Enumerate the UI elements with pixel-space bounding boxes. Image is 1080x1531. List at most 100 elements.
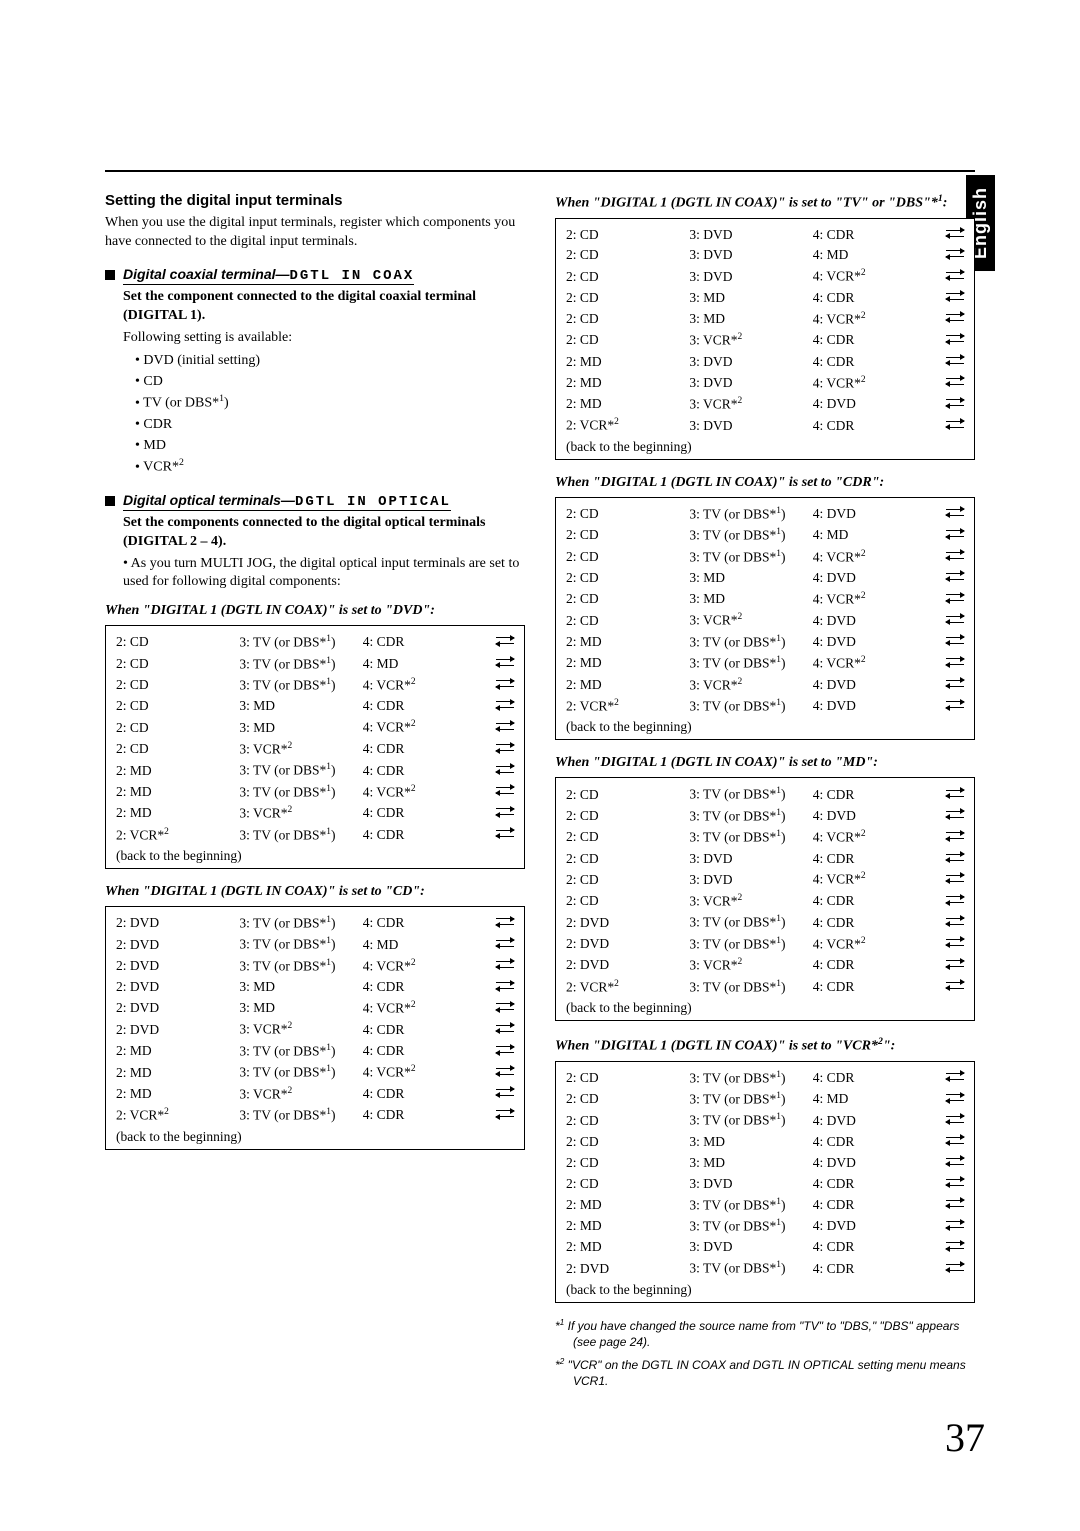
- cycle-arrow-icon: [946, 571, 964, 582]
- table-cell: 2: VCR*2: [566, 977, 689, 998]
- footnote-1: *1 If you have changed the source name f…: [555, 1317, 975, 1350]
- table-row: 2: DVD3: TV (or DBS*1)4: CDR: [116, 913, 514, 934]
- table-cell: 2: CD: [116, 739, 239, 760]
- table-cell: 4: VCR*2: [363, 1062, 486, 1083]
- table-cell: 4: DVD: [813, 675, 936, 696]
- table-cell: 2: CD: [566, 806, 689, 827]
- cycle-arrow-icon: [946, 1219, 964, 1230]
- table-cell: 2: MD: [566, 394, 689, 415]
- table-row: 2: CD3: TV (or DBS*1)4: DVD: [566, 504, 964, 525]
- cycle-arrow-icon: [946, 333, 964, 344]
- table-cell: 3: VCR*2: [689, 891, 812, 912]
- table-cell: 2: DVD: [116, 956, 239, 977]
- table-cell: 4: CDR: [813, 1259, 936, 1280]
- table-cell: 3: DVD: [689, 849, 812, 870]
- table-cell: 3: TV (or DBS*1): [689, 934, 812, 955]
- table-cell: 2: CD: [566, 849, 689, 870]
- table-row: 2: VCR*23: TV (or DBS*1)4: CDR: [116, 1105, 514, 1126]
- table-row: 2: MD3: DVD4: CDR: [566, 352, 964, 373]
- table-row: 2: DVD3: MD4: VCR*2: [116, 998, 514, 1019]
- table-cell: 4: DVD: [813, 632, 936, 653]
- table-cell: 3: VCR*2: [239, 739, 362, 760]
- table-cell: 2: DVD: [116, 935, 239, 956]
- table-cell: 4: CDR: [363, 1105, 486, 1126]
- table-cell: 2: MD: [116, 1063, 239, 1084]
- table-cell: 3: TV (or DBS*1): [689, 977, 812, 998]
- table-cell: 3: TV (or DBS*1): [689, 696, 812, 717]
- table-cell: 4: CDR: [813, 352, 936, 373]
- table-md: 2: CD3: TV (or DBS*1)4: CDR2: CD3: TV (o…: [555, 777, 975, 1021]
- table-tv-caption: When "DIGITAL 1 (DGTL IN COAX)" is set t…: [555, 192, 975, 214]
- table-cell: 3: TV (or DBS*1): [689, 784, 812, 805]
- table-cell: 2: CD: [566, 330, 689, 351]
- cycle-arrow-icon: [946, 614, 964, 625]
- table-cell: 3: TV (or DBS*1): [689, 806, 812, 827]
- table-cell: 3: MD: [239, 977, 362, 998]
- table-cell: 3: VCR*2: [689, 675, 812, 696]
- table-row: 2: CD3: DVD4: CDR: [566, 849, 964, 870]
- table-cell: 2: CD: [566, 525, 689, 546]
- intro-text: When you use the digital input terminals…: [105, 214, 525, 252]
- table-cell: 4: MD: [813, 245, 936, 266]
- bullet-item: TV (or DBS*1): [135, 392, 525, 414]
- cycle-arrow-icon: [946, 507, 964, 518]
- table-row: 2: VCR*23: TV (or DBS*1)4: DVD: [566, 696, 964, 717]
- cycle-arrow-icon: [496, 1066, 514, 1077]
- table-cell: 2: MD: [566, 632, 689, 653]
- section-title: Setting the digital input terminals: [105, 192, 525, 209]
- table-cell: 3: TV (or DBS*1): [239, 760, 362, 781]
- cycle-arrow-icon: [946, 635, 964, 646]
- table-row: 2: CD3: MD4: CDR: [566, 1132, 964, 1153]
- cycle-arrow-icon: [946, 592, 964, 603]
- cycle-arrow-icon: [946, 1198, 964, 1209]
- table-row: 2: CD3: VCR*24: CDR: [566, 891, 964, 912]
- cycle-arrow-icon: [946, 419, 964, 430]
- table-cell: 4: MD: [813, 525, 936, 546]
- table-cell: 2: CD: [566, 1174, 689, 1195]
- table-row: 2: MD3: TV (or DBS*1)4: CDR: [566, 1195, 964, 1216]
- table-cell: 4: CDR: [813, 225, 936, 246]
- cycle-arrow-icon: [946, 397, 964, 408]
- cycle-arrow-icon: [496, 678, 514, 689]
- table-back-note: (back to the beginning): [566, 1280, 964, 1298]
- table-cell: 4: CDR: [363, 1041, 486, 1062]
- table-cell: 2: CD: [566, 568, 689, 589]
- table-cell: 3: MD: [689, 1132, 812, 1153]
- table-cell: 4: CDR: [363, 632, 486, 653]
- table-cell: 4: CDR: [363, 739, 486, 760]
- cycle-arrow-icon: [496, 699, 514, 710]
- table-cell: 2: CD: [566, 267, 689, 288]
- table-cell: 4: DVD: [813, 1216, 936, 1237]
- table-cell: 3: TV (or DBS*1): [689, 912, 812, 933]
- table-cell: 3: MD: [689, 1153, 812, 1174]
- table-cell: 3: VCR*2: [239, 1019, 362, 1040]
- cycle-arrow-icon: [496, 938, 514, 949]
- table-row: 2: CD3: MD4: DVD: [566, 568, 964, 589]
- cycle-arrow-icon: [946, 980, 964, 991]
- cycle-arrow-icon: [946, 873, 964, 884]
- table-cell: 3: TV (or DBS*1): [239, 1041, 362, 1062]
- cycle-arrow-icon: [496, 916, 514, 927]
- table-cell: 3: TV (or DBS*1): [239, 913, 362, 934]
- table-cell: 3: TV (or DBS*1): [689, 1195, 812, 1216]
- table-cell: 2: CD: [566, 504, 689, 525]
- table-cell: 4: DVD: [813, 696, 936, 717]
- table-cell: 3: TV (or DBS*1): [689, 504, 812, 525]
- table-row: 2: CD3: MD4: VCR*2: [116, 717, 514, 738]
- table-row: 2: MD3: TV (or DBS*1)4: CDR: [116, 760, 514, 781]
- cycle-arrow-icon: [946, 1262, 964, 1273]
- cycle-arrow-icon: [496, 1044, 514, 1055]
- table-cell: 4: MD: [363, 654, 486, 675]
- table-cell: 3: TV (or DBS*1): [689, 1216, 812, 1237]
- table-cell: 4: VCR*2: [813, 653, 936, 674]
- table-cell: 4: DVD: [813, 1153, 936, 1174]
- table-cell: 4: DVD: [813, 504, 936, 525]
- table-row: 2: DVD3: VCR*24: CDR: [116, 1019, 514, 1040]
- table-cell: 2: MD: [116, 761, 239, 782]
- table-vcr-caption: When "DIGITAL 1 (DGTL IN COAX)" is set t…: [555, 1035, 975, 1057]
- table-row: 2: CD3: MD4: VCR*2: [566, 589, 964, 610]
- table-cell: 4: MD: [363, 935, 486, 956]
- table-row: 2: DVD3: TV (or DBS*1)4: MD: [116, 934, 514, 955]
- page-number: 37: [945, 1414, 985, 1461]
- cycle-arrow-icon: [946, 656, 964, 667]
